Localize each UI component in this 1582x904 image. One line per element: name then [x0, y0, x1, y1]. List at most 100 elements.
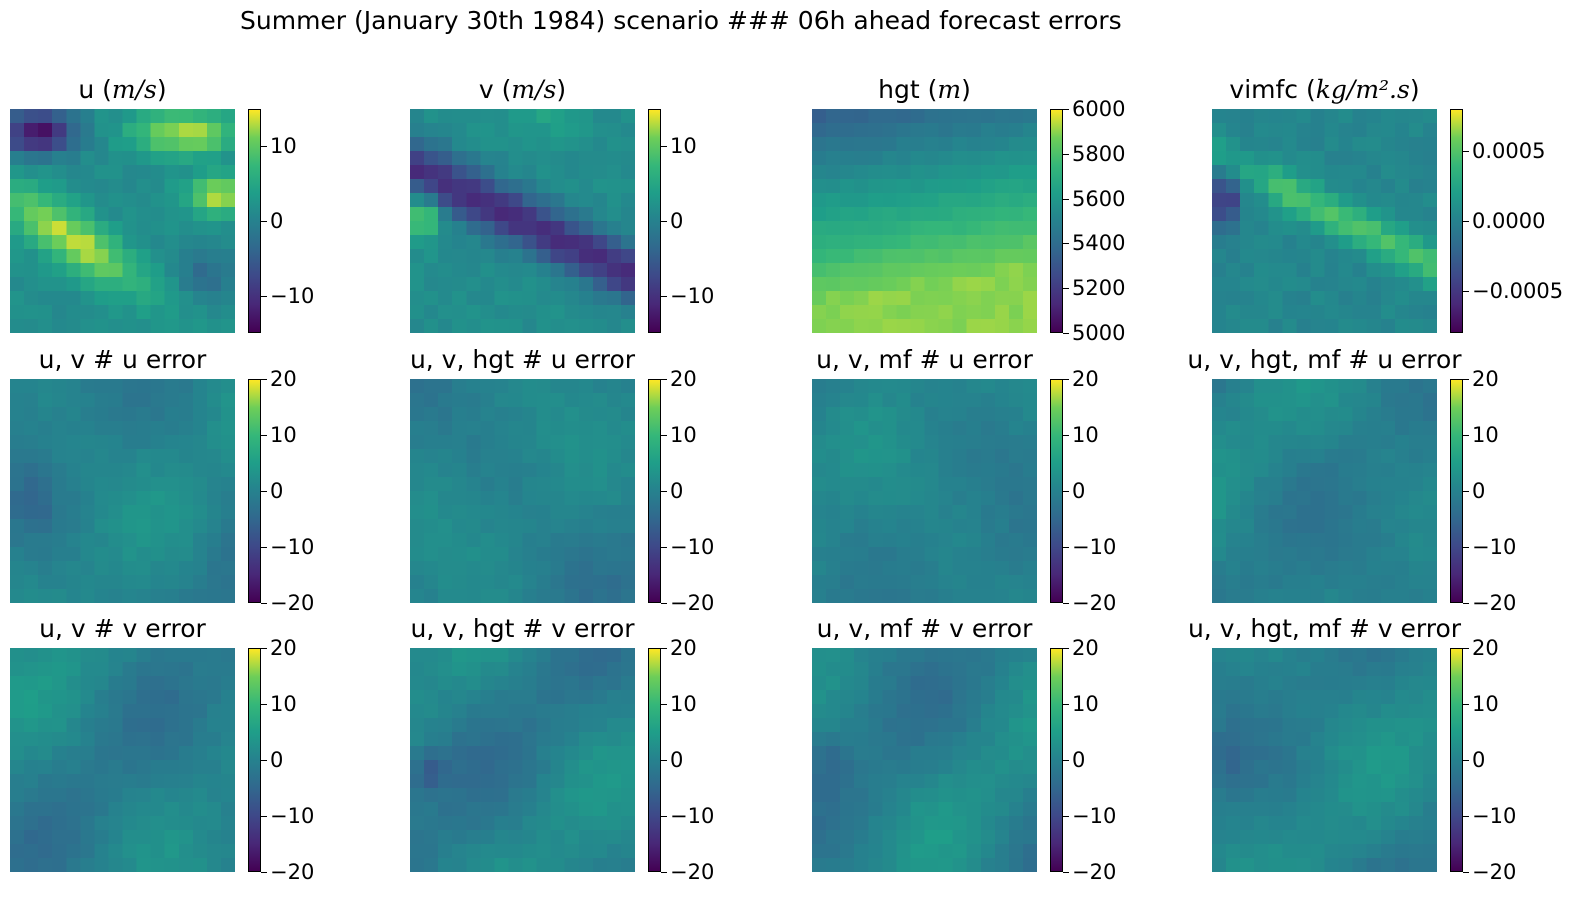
- heatmap-cell: [1422, 575, 1437, 590]
- heatmap-cell: [1408, 830, 1424, 845]
- heatmap-cell: [994, 123, 1010, 138]
- heatmap-cell: [606, 760, 622, 775]
- heatmap-cell: [620, 746, 635, 761]
- heatmap-cell: [910, 277, 926, 292]
- heatmap-cell: [896, 648, 912, 663]
- heatmap-cell: [966, 844, 982, 859]
- heatmap-cell: [606, 235, 622, 250]
- heatmap-cell: [108, 802, 124, 817]
- heatmap-cell: [868, 746, 883, 761]
- heatmap-cell: [38, 137, 53, 152]
- heatmap-cell: [550, 435, 566, 450]
- heatmap-cell: [564, 533, 580, 548]
- heatmap-cell: [220, 435, 235, 450]
- heatmap-cell: [1380, 477, 1396, 492]
- heatmap-cell: [924, 533, 940, 548]
- heatmap-cell: [1282, 561, 1297, 576]
- heatmap-cell: [826, 407, 841, 422]
- heatmap-cell: [812, 561, 827, 576]
- heatmap-cell: [578, 491, 594, 506]
- heatmap-cell: [1324, 179, 1340, 194]
- heatmap-cell: [24, 421, 39, 436]
- heatmap-cell: [452, 589, 467, 603]
- heatmap-cell: [924, 123, 940, 138]
- heatmap-cell: [1310, 207, 1326, 222]
- heatmap-cell: [38, 193, 53, 208]
- heatmap-cell: [108, 816, 124, 831]
- heatmap-cell: [480, 505, 495, 520]
- heatmap-cell: [1226, 830, 1241, 845]
- heatmap-cell: [452, 774, 467, 789]
- heatmap-cell: [164, 662, 180, 677]
- heatmap-cell: [52, 379, 67, 394]
- colorbar: [648, 379, 661, 603]
- heatmap-cell: [80, 533, 95, 548]
- heatmap-cell: [1324, 505, 1340, 520]
- heatmap-cell: [1408, 519, 1424, 534]
- heatmap-cell: [508, 505, 524, 520]
- heatmap-cell: [1394, 746, 1410, 761]
- colorbar-tick: [1063, 109, 1069, 110]
- heatmap-cell: [1212, 305, 1227, 320]
- heatmap-cell: [1338, 109, 1354, 124]
- heatmap-cell: [1254, 774, 1269, 789]
- heatmap-cell: [1282, 319, 1297, 333]
- heatmap-cell: [1022, 830, 1037, 845]
- heatmap-cell: [192, 407, 208, 422]
- heatmap-cell: [1352, 449, 1368, 464]
- heatmap-cell: [1422, 662, 1437, 677]
- heatmap-cell: [1282, 533, 1297, 548]
- heatmap-cell: [220, 830, 235, 845]
- heatmap-cell: [1352, 589, 1368, 603]
- colorbar-tick: [1063, 547, 1069, 548]
- heatmap-cell: [480, 561, 495, 576]
- heatmap-cell: [192, 519, 208, 534]
- heatmap-cell: [1352, 179, 1368, 194]
- heatmap-cell: [122, 858, 138, 872]
- heatmap-cell: [1366, 816, 1382, 831]
- heatmap-cell: [424, 746, 439, 761]
- heatmap-cell: [136, 193, 152, 208]
- heatmap-cell: [192, 746, 208, 761]
- heatmap-cell: [150, 690, 166, 705]
- colorbar-tick: [261, 704, 267, 705]
- heatmap-cell: [136, 151, 152, 166]
- heatmap-cell: [1394, 561, 1410, 576]
- heatmap-cell: [882, 718, 897, 733]
- heatmap-cell: [10, 221, 25, 236]
- heatmap-cell: [592, 662, 608, 677]
- heatmap-cell: [1338, 676, 1354, 691]
- heatmap-cell: [578, 305, 594, 320]
- heatmap-cell: [994, 662, 1010, 677]
- heatmap-cell: [108, 179, 124, 194]
- heatmap-cell: [1022, 291, 1037, 306]
- heatmap-cell: [1268, 589, 1283, 603]
- heatmap-cell: [840, 732, 855, 747]
- heatmap-cell: [1380, 235, 1396, 250]
- heatmap-cell: [10, 109, 25, 124]
- heatmap-cell: [1338, 858, 1354, 872]
- heatmap-cell: [1366, 477, 1382, 492]
- heatmap-cell: [840, 704, 855, 719]
- heatmap-cell: [578, 319, 594, 333]
- heatmap-cell: [178, 379, 194, 394]
- heatmap-cell: [80, 123, 95, 138]
- heatmap-cell: [24, 704, 39, 719]
- heatmap-cell: [438, 407, 453, 422]
- heatmap-cell: [1226, 379, 1241, 394]
- heatmap-cell: [882, 421, 897, 436]
- heatmap-cell: [1240, 123, 1255, 138]
- heatmap-cell: [1366, 193, 1382, 208]
- heatmap-cell: [24, 718, 39, 733]
- heatmap-cell: [1022, 249, 1037, 264]
- heatmap-cell: [80, 704, 95, 719]
- heatmap-cell: [592, 575, 608, 590]
- heatmap-cell: [812, 407, 827, 422]
- heatmap-cell: [122, 505, 138, 520]
- heatmap-cell: [1352, 561, 1368, 576]
- heatmap-cell: [1008, 449, 1024, 464]
- heatmap-cell: [1296, 165, 1312, 180]
- heatmap-cell: [1268, 746, 1283, 761]
- heatmap-cell: [508, 858, 524, 872]
- heatmap-cell: [812, 477, 827, 492]
